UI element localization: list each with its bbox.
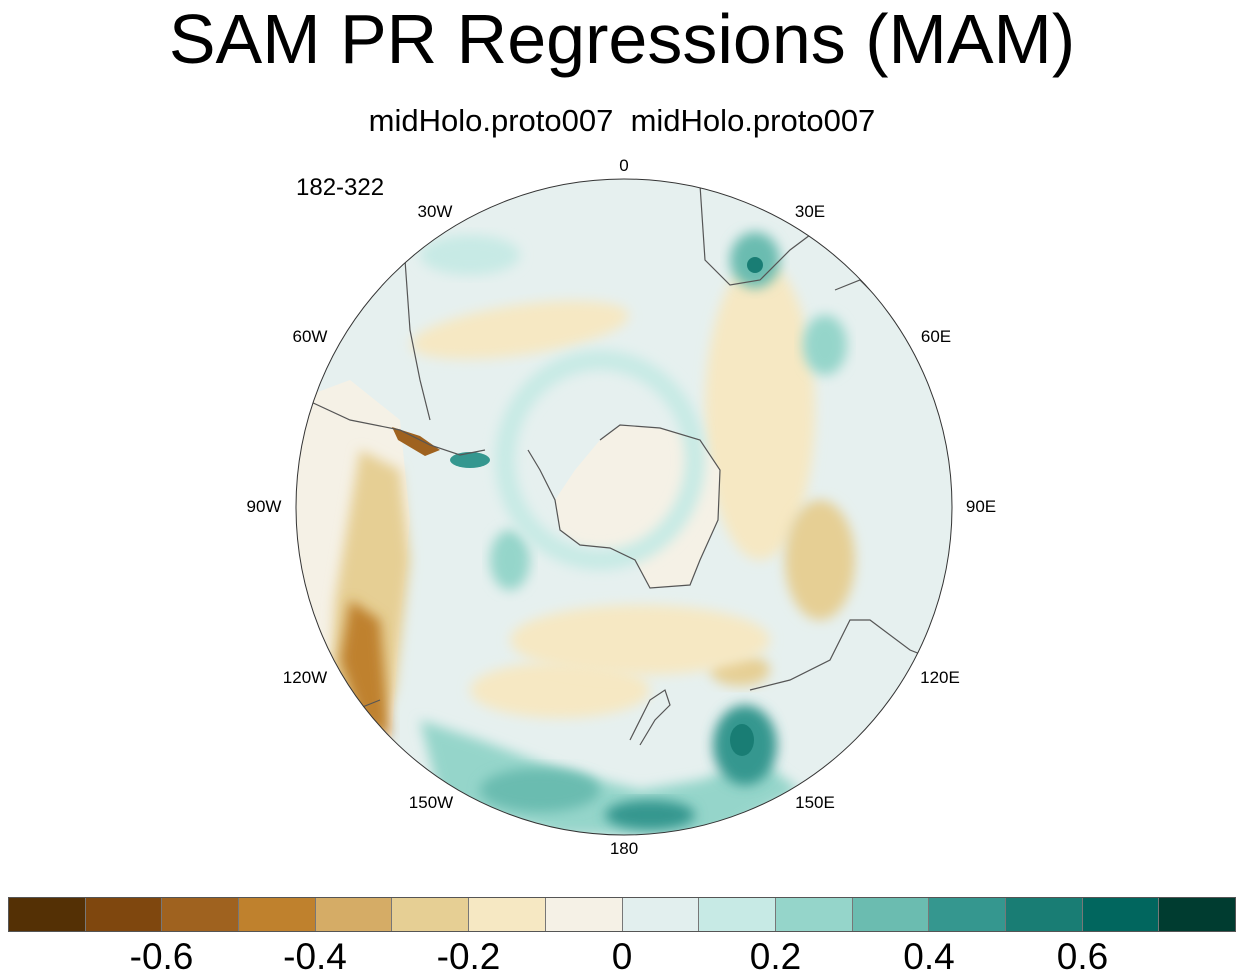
colorbar-box (929, 898, 1006, 931)
page-title: SAM PR Regressions (MAM) (168, 0, 1076, 78)
positive-anomaly-regions (420, 232, 847, 835)
colorbar (8, 897, 1236, 932)
coastlines (296, 184, 936, 746)
lon-label-30w: 30W (417, 202, 453, 221)
colorbar-box (469, 898, 546, 931)
colorbar-box (1082, 898, 1160, 931)
colorbar-box (392, 898, 470, 931)
colorbar-box (622, 898, 700, 931)
colorbar-tick-label: -0.2 (436, 936, 501, 977)
lon-label-90e: 90E (965, 497, 997, 516)
colorbar-box (852, 898, 930, 931)
colorbar-box (162, 898, 240, 931)
colorbar-tick-label: 0.4 (903, 936, 955, 977)
lon-label-0: 0 (619, 156, 629, 175)
colorbar-box (85, 898, 163, 931)
lon-label-60w: 60W (292, 327, 328, 346)
colorbar-box (1159, 898, 1235, 931)
colorbar-tick-label: 0.2 (749, 936, 802, 977)
lon-label-90w: 90W (246, 497, 282, 516)
colorbar-box (9, 898, 86, 931)
lon-label-60e: 60E (920, 327, 952, 346)
colorbar-box (775, 898, 853, 931)
colorbar-box (315, 898, 393, 931)
map-field (296, 179, 952, 835)
lon-label-180: 180 (609, 839, 639, 858)
lon-label-30e: 30E (794, 202, 826, 221)
colorbar-box (239, 898, 316, 931)
lon-label-150w: 150W (408, 793, 454, 812)
colorbar-box (1005, 898, 1083, 931)
colorbar-tick-label: -0.4 (283, 936, 347, 977)
lon-label-150e: 150E (795, 793, 835, 812)
colorbar-tick-label: 0 (611, 936, 633, 977)
antarctica-landmass (555, 425, 720, 588)
colorbar-tick-label: -0.6 (129, 936, 194, 977)
years-label: 182-322 (296, 174, 385, 201)
lon-label-120w: 120W (282, 668, 328, 687)
colorbar-tick-label: 0.6 (1056, 936, 1109, 977)
colorbar-box (699, 898, 776, 931)
map-subtitle: midHolo.proto007 midHolo.proto007 (368, 103, 876, 138)
colorbar-box (545, 898, 623, 931)
map-boundary-circle (295, 178, 953, 836)
lon-label-120e: 120E (920, 668, 960, 687)
